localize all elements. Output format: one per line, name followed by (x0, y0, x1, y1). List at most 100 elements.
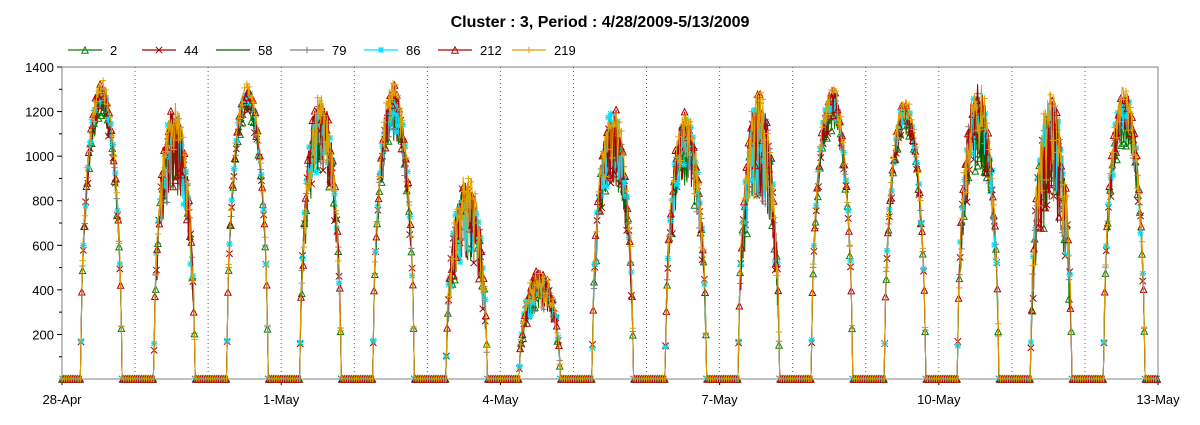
data-point (467, 178, 474, 185)
data-point (1042, 176, 1050, 184)
data-point (607, 110, 614, 117)
data-point (540, 274, 547, 281)
data-point (182, 215, 191, 224)
data-point (906, 127, 915, 136)
data-point (1116, 112, 1124, 120)
data-point (880, 375, 888, 383)
data-point (622, 187, 630, 195)
data-point (306, 143, 313, 151)
data-point (973, 161, 982, 170)
data-point (331, 190, 338, 197)
data-point (595, 188, 602, 196)
data-point (99, 77, 107, 84)
data-point (613, 122, 621, 130)
data-point (1129, 152, 1137, 159)
data-point (917, 197, 924, 204)
data-point (815, 161, 824, 170)
data-point (921, 324, 929, 331)
data-point (992, 254, 1000, 262)
y-tick-label: 1400 (25, 60, 54, 75)
legend-item: 58 (216, 43, 272, 58)
data-point (170, 146, 178, 153)
data-point (324, 115, 333, 124)
data-point (677, 157, 684, 164)
data-point (164, 121, 171, 129)
chart-title: Cluster : 3, Period : 4/28/2009-5/13/200… (451, 14, 750, 31)
data-point (252, 113, 260, 121)
data-point (175, 167, 184, 176)
data-point (1128, 129, 1135, 136)
data-point (814, 168, 821, 175)
data-point (319, 166, 327, 174)
data-point (1056, 136, 1064, 143)
data-point (848, 322, 856, 329)
data-point (1058, 229, 1066, 236)
data-point (669, 197, 676, 204)
data-point (994, 320, 1002, 328)
x-tick-label: 28-Apr (42, 392, 82, 407)
data-point (113, 189, 120, 196)
data-point (604, 146, 611, 153)
data-point (750, 192, 758, 200)
data-point (529, 294, 536, 302)
data-point (905, 100, 913, 108)
data-point (156, 200, 164, 208)
data-point (1061, 181, 1068, 189)
data-point (599, 151, 607, 158)
data-point (1031, 261, 1038, 268)
data-point (93, 98, 100, 105)
y-tick-label: 1200 (25, 105, 54, 120)
data-point (970, 131, 979, 140)
data-point (248, 94, 255, 101)
data-point (542, 290, 550, 297)
data-point (1125, 129, 1134, 138)
data-point (1141, 323, 1148, 331)
data-point (737, 243, 746, 252)
data-point (191, 336, 198, 343)
data-point (107, 126, 116, 135)
data-point (978, 122, 986, 130)
data-point (373, 219, 381, 227)
data-point (262, 234, 269, 241)
grid-lines (134, 67, 1086, 379)
x-tick-label: 10-May (917, 392, 961, 407)
legend-label: 212 (480, 43, 502, 58)
series-layer (57, 77, 1162, 383)
data-point (819, 131, 828, 140)
data-point (1104, 221, 1111, 228)
data-point (670, 177, 678, 184)
legend-label: 44 (184, 43, 198, 58)
data-point (597, 170, 605, 178)
series-markers-219 (58, 77, 1159, 383)
data-point (744, 192, 751, 200)
data-point (627, 243, 634, 250)
data-point (743, 175, 751, 182)
data-point (1109, 171, 1117, 179)
data-point (246, 83, 253, 91)
data-point (1058, 193, 1066, 200)
data-point (901, 113, 908, 120)
data-point (1036, 202, 1043, 209)
data-point (1122, 141, 1131, 150)
data-point (1052, 102, 1059, 110)
data-point (392, 128, 400, 136)
data-point (1055, 118, 1062, 126)
data-point (442, 375, 449, 383)
data-point (1041, 203, 1050, 212)
data-point (748, 108, 755, 115)
data-point (755, 190, 762, 198)
data-point (1138, 238, 1146, 245)
data-point (166, 138, 174, 146)
data-point (235, 111, 244, 120)
data-point (332, 207, 340, 214)
data-point (1130, 130, 1137, 137)
data-point (1049, 137, 1057, 144)
data-point (475, 218, 482, 226)
data-point (689, 134, 697, 141)
data-point (241, 84, 248, 92)
data-point (316, 97, 324, 105)
data-point (841, 160, 849, 168)
legend-marker (80, 45, 90, 54)
data-point (775, 328, 783, 336)
